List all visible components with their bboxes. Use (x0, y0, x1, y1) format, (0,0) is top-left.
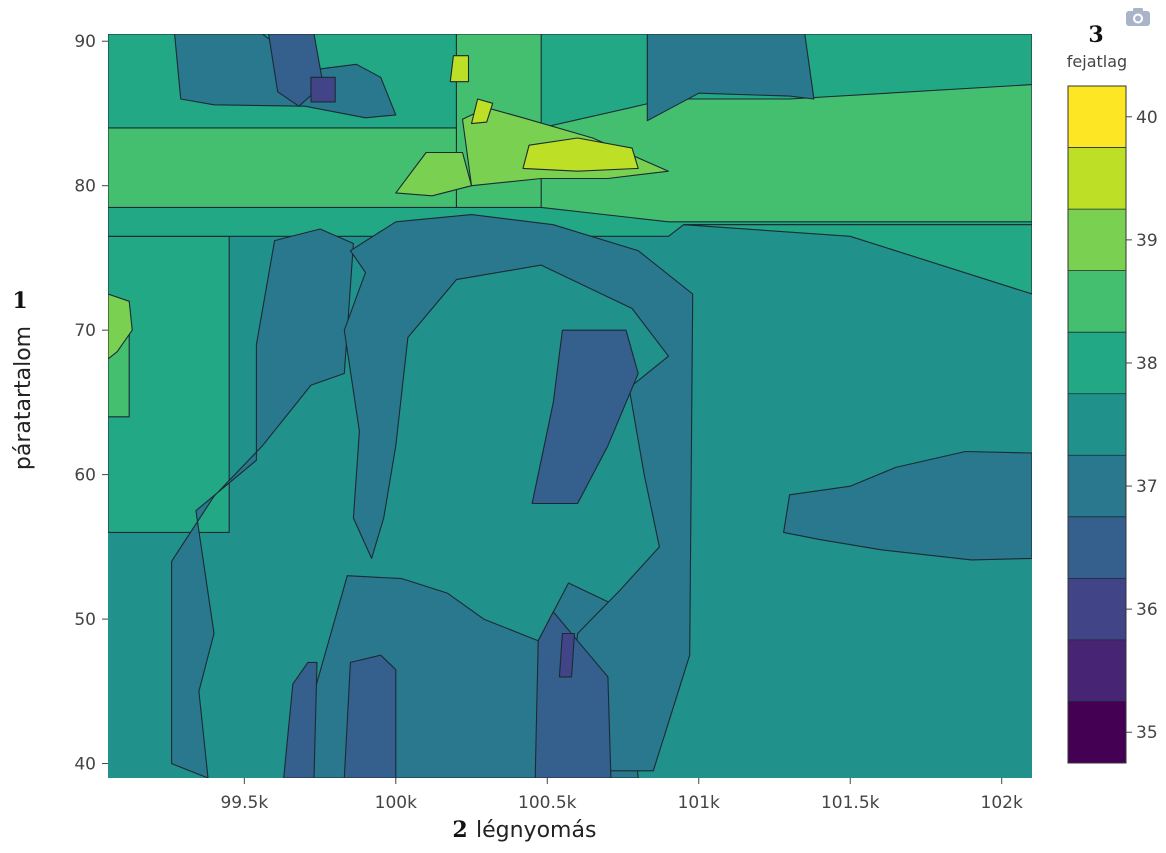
x-axis-title: légnyomás (476, 818, 596, 843)
colorbar-marker-number: 3 (1088, 22, 1103, 48)
contour-region (783, 450, 1032, 561)
contour-region (531, 329, 639, 505)
colorbar-tick-label: 37 (1136, 477, 1158, 497)
colorbar-tick-label: 36 (1136, 600, 1158, 620)
colorbar-band (1068, 393, 1126, 456)
x-tick-label: 100.5k (518, 793, 577, 813)
y-axis-marker-number: 1 (12, 288, 27, 314)
colorbar-tick-label: 40 (1136, 108, 1158, 128)
colorbar-band (1068, 516, 1126, 579)
colorbar-tick-label: 38 (1136, 354, 1158, 374)
contour-region (522, 137, 639, 172)
y-tick-label: 60 (74, 466, 96, 486)
y-tick-label: 40 (74, 755, 96, 775)
contour-region (310, 76, 336, 103)
x-axis-ticks: 99.5k 100k 100.5k 101k 101.5k 102k (220, 778, 1023, 813)
colorbar-band (1068, 209, 1126, 271)
y-axis-title: páratartalom (11, 326, 36, 470)
contour-region (343, 654, 397, 778)
y-axis-ticks: 40 50 60 70 80 90 (74, 32, 108, 775)
colorbar-band (1068, 455, 1126, 517)
x-tick-label: 101.5k (821, 793, 880, 813)
colorbar-band (1068, 332, 1126, 394)
colorbar-title: fejatlag (1067, 52, 1127, 71)
x-tick-label: 102k (981, 793, 1023, 813)
contour-region (283, 661, 318, 778)
contour-region (108, 293, 133, 360)
contour-region (470, 98, 494, 125)
x-tick-label: 100k (375, 793, 417, 813)
colorbar-band (1068, 578, 1126, 640)
colorbar-band (1068, 147, 1126, 210)
contour-region (683, 224, 1032, 295)
colorbar-tick-label: 35 (1136, 723, 1158, 743)
y-tick-label: 90 (74, 32, 96, 52)
x-axis-marker-number: 2 (452, 817, 467, 843)
contour-region (534, 611, 612, 778)
x-tick-label: 101k (678, 793, 720, 813)
contour-region (449, 55, 470, 83)
colorbar-band (1068, 639, 1126, 702)
y-tick-label: 70 (74, 321, 96, 341)
contour-region (646, 34, 815, 122)
x-tick-label: 99.5k (220, 793, 268, 813)
contour-region (558, 632, 576, 678)
colorbar-frame (1067, 85, 1127, 764)
colorbar-band (1068, 86, 1126, 148)
y-tick-label: 80 (74, 177, 96, 197)
y-tick-label: 50 (74, 610, 96, 630)
contour-regions (108, 34, 1032, 778)
colorbar-band (1068, 701, 1126, 763)
contour-region (171, 228, 354, 778)
colorbar-tick-label: 39 (1136, 231, 1158, 251)
colorbar-band (1068, 270, 1126, 333)
camera-icon[interactable] (1124, 6, 1152, 28)
contour-region (343, 214, 694, 772)
contour-region (395, 151, 473, 197)
colorbar: 35 36 37 38 39 40 (1067, 85, 1158, 764)
